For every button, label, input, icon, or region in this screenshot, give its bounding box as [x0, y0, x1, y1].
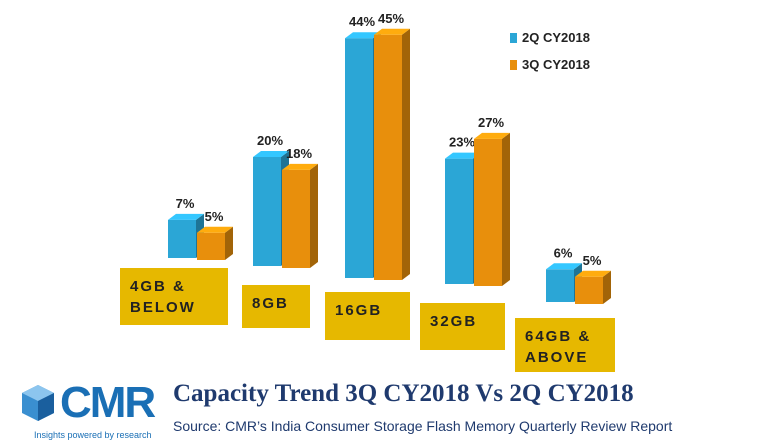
bar-side: [310, 163, 318, 268]
bar: [575, 276, 603, 304]
bar-top: [374, 28, 410, 35]
value-label: 5%: [583, 253, 602, 268]
bar: [445, 158, 473, 284]
bar-side: [225, 226, 233, 260]
bar-top: [345, 32, 381, 39]
legend-swatch: [510, 60, 517, 70]
bar-top: [546, 263, 582, 270]
legend-swatch: [510, 33, 517, 43]
bar-top: [575, 270, 611, 277]
category-label: 32GB: [420, 303, 505, 350]
bar: [197, 232, 225, 260]
category-label: 4GB & BELOW: [120, 268, 228, 325]
category-label: 64GB & ABOVE: [515, 318, 615, 372]
bar-top: [168, 213, 204, 220]
bar-top: [282, 163, 318, 170]
bar: [546, 269, 574, 302]
bar: [374, 34, 402, 280]
chart-source: Source: CMR’s India Consumer Storage Fla…: [173, 418, 673, 434]
bar-top: [474, 132, 510, 139]
value-label: 45%: [378, 11, 404, 26]
logo-tagline: Insights powered by research: [34, 430, 152, 440]
value-label: 7%: [176, 196, 195, 211]
bar-side: [402, 28, 410, 280]
category-label: 16GB: [325, 292, 410, 340]
logo-mark: [22, 385, 54, 421]
value-label: 6%: [554, 245, 573, 260]
bar-top: [253, 151, 289, 157]
bar: [345, 38, 373, 279]
chart-title: Capacity Trend 3Q CY2018 Vs 2Q CY2018: [173, 380, 634, 407]
bar: [282, 169, 310, 268]
bar-side: [603, 270, 611, 304]
bar: [253, 157, 281, 266]
legend-label: 3Q CY2018: [522, 57, 590, 72]
value-label: 18%: [286, 146, 312, 161]
value-label: 20%: [257, 133, 283, 148]
value-label: 5%: [205, 209, 224, 224]
logo-text: CMR: [60, 378, 156, 427]
bar-top: [445, 152, 481, 159]
bar-top: [197, 226, 233, 233]
value-label: 27%: [478, 115, 504, 130]
category-label: 8GB: [242, 285, 310, 328]
bar-side: [502, 132, 510, 286]
value-label: 44%: [349, 14, 375, 29]
value-label: 23%: [449, 135, 475, 150]
bar: [168, 219, 196, 258]
bar: [474, 138, 502, 286]
legend-label: 2Q CY2018: [522, 30, 590, 45]
